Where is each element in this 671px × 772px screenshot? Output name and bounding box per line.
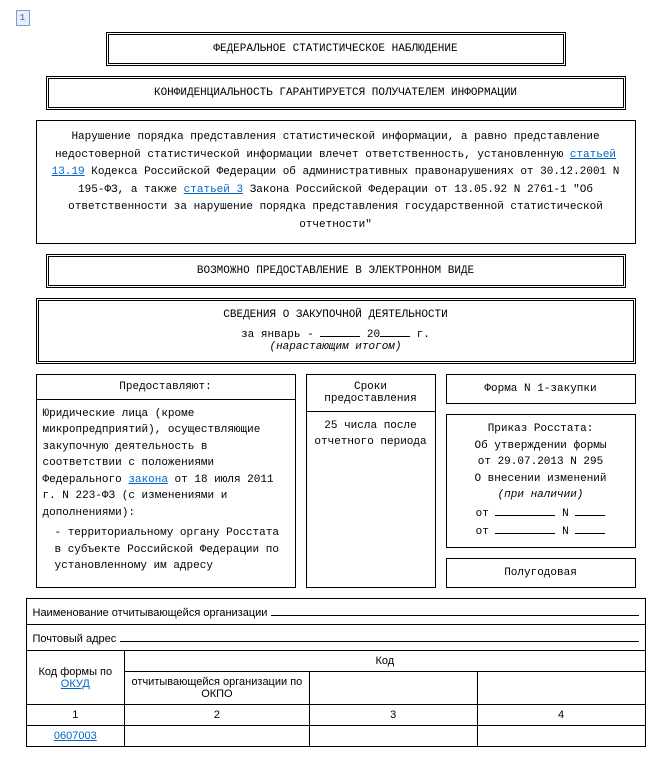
header-title-box: ФЕДЕРАЛЬНОЕ СТАТИСТИЧЕСКОЕ НАБЛЮДЕНИЕ bbox=[106, 32, 566, 66]
form-num-blank-1 bbox=[575, 504, 605, 516]
subject-italic: (нарастающим итогом) bbox=[51, 341, 621, 353]
electronic-text: ВОЗМОЖНО ПРЕДОСТАВЛЕНИЕ В ЭЛЕКТРОННОМ ВИ… bbox=[197, 265, 474, 277]
org-address-row: Почтовый адрес bbox=[26, 625, 645, 651]
form-n-1: N bbox=[562, 508, 569, 520]
form-num-blank-2 bbox=[575, 522, 605, 534]
page-number-marker: 1 bbox=[16, 10, 30, 26]
org-name-label: Наименование отчитывающейся организации bbox=[33, 607, 268, 619]
code-col-3 bbox=[309, 672, 477, 705]
period-month-blank bbox=[320, 325, 360, 337]
subject-period: за январь - 20 г. bbox=[51, 325, 621, 341]
header-title: ФЕДЕРАЛЬНОЕ СТАТИСТИЧЕСКОЕ НАБЛЮДЕНИЕ bbox=[213, 43, 457, 55]
subject-box: СВЕДЕНИЯ О ЗАКУПОЧНОЙ ДЕЯТЕЛЬНОСТИ за ян… bbox=[36, 298, 636, 364]
org-address-blank bbox=[120, 630, 638, 642]
form-line-a: Приказ Росстата: bbox=[453, 421, 629, 438]
provide-who-head: Предоставляют: bbox=[37, 375, 295, 400]
provide-when-head: Сроки предоставления bbox=[307, 375, 435, 412]
okud-value-cell: 0607003 bbox=[26, 726, 125, 747]
form-stack: Форма N 1-закупки Приказ Росстата: Об ут… bbox=[446, 374, 636, 589]
period-prefix: за январь - bbox=[241, 329, 320, 341]
form-order-box: Приказ Росстата: Об утверждении формы от… bbox=[446, 414, 636, 548]
okpo-value-cell bbox=[125, 726, 310, 747]
form-date-blank-2 bbox=[495, 522, 555, 534]
code-col-4 bbox=[477, 672, 645, 705]
col-num-3: 3 bbox=[309, 705, 477, 726]
periodicity-box: Полугодовая bbox=[446, 558, 636, 589]
form-line-d: О внесении изменений bbox=[453, 471, 629, 488]
provide-when-box: Сроки предоставления 25 числа после отче… bbox=[306, 374, 436, 589]
code4-value-cell bbox=[477, 726, 645, 747]
provide-who-body: Юридические лица (кроме микропредприятий… bbox=[37, 400, 295, 581]
form-name-box: Форма N 1-закупки bbox=[446, 374, 636, 405]
code-form-head: Код формы по ОКУД bbox=[26, 651, 125, 705]
okud-link[interactable]: ОКУД bbox=[61, 678, 90, 690]
code-head: Код bbox=[125, 651, 645, 672]
provide-when-body: 25 числа после отчетного периода bbox=[307, 412, 435, 457]
col-num-2: 2 bbox=[125, 705, 310, 726]
electronic-box: ВОЗМОЖНО ПРЕДОСТАВЛЕНИЕ В ЭЛЕКТРОННОМ ВИ… bbox=[46, 254, 626, 288]
form-name: Форма N 1-закупки bbox=[447, 375, 635, 404]
form-from-2: от bbox=[476, 526, 489, 538]
provide-who-box: Предоставляют: Юридические лица (кроме м… bbox=[36, 374, 296, 589]
code-form-label: Код формы по bbox=[38, 666, 112, 678]
col-num-4: 4 bbox=[477, 705, 645, 726]
confidentiality-text: КОНФИДЕНЦИАЛЬНОСТЬ ГАРАНТИРУЕТСЯ ПОЛУЧАТ… bbox=[154, 87, 517, 99]
okud-value-link[interactable]: 0607003 bbox=[54, 730, 97, 742]
form-order-body: Приказ Росстата: Об утверждении формы от… bbox=[447, 415, 635, 547]
org-address-label: Почтовый адрес bbox=[33, 633, 117, 645]
form-from-line-1: от N bbox=[453, 504, 629, 523]
col-num-1: 1 bbox=[26, 705, 125, 726]
subject-title: СВЕДЕНИЯ О ЗАКУПОЧНОЙ ДЕЯТЕЛЬНОСТИ bbox=[51, 309, 621, 321]
confidentiality-box: КОНФИДЕНЦИАЛЬНОСТЬ ГАРАНТИРУЕТСЯ ПОЛУЧАТ… bbox=[46, 76, 626, 110]
form-date-blank-1 bbox=[495, 504, 555, 516]
form-from-1: от bbox=[476, 508, 489, 520]
form-line-c: от 29.07.2013 N 295 bbox=[453, 454, 629, 471]
form-line-e: (при наличии) bbox=[453, 487, 629, 504]
period-year-blank bbox=[380, 325, 410, 337]
period-suffix: г. bbox=[410, 329, 430, 341]
org-name-row: Наименование отчитывающейся организации bbox=[26, 599, 645, 625]
org-table: Наименование отчитывающейся организации … bbox=[26, 598, 646, 747]
violation-notice: Нарушение порядка представления статисти… bbox=[36, 120, 636, 244]
form-from-line-2: от N bbox=[453, 522, 629, 541]
okpo-head: отчитывающейся организации по ОКПО bbox=[125, 672, 310, 705]
form-n-2: N bbox=[562, 526, 569, 538]
form-line-b: Об утверждении формы bbox=[453, 438, 629, 455]
info-row: Предоставляют: Юридические лица (кроме м… bbox=[36, 374, 636, 589]
code3-value-cell bbox=[309, 726, 477, 747]
law-link[interactable]: закона bbox=[128, 474, 168, 486]
article-3-link[interactable]: статьей 3 bbox=[184, 184, 243, 196]
org-name-blank bbox=[271, 604, 638, 616]
provide-body-c: - территориальному органу Росстата в суб… bbox=[43, 525, 289, 575]
period-year: 20 bbox=[360, 329, 380, 341]
periodicity-text: Полугодовая bbox=[447, 559, 635, 588]
violation-text-a: Нарушение порядка представления статисти… bbox=[55, 131, 600, 161]
